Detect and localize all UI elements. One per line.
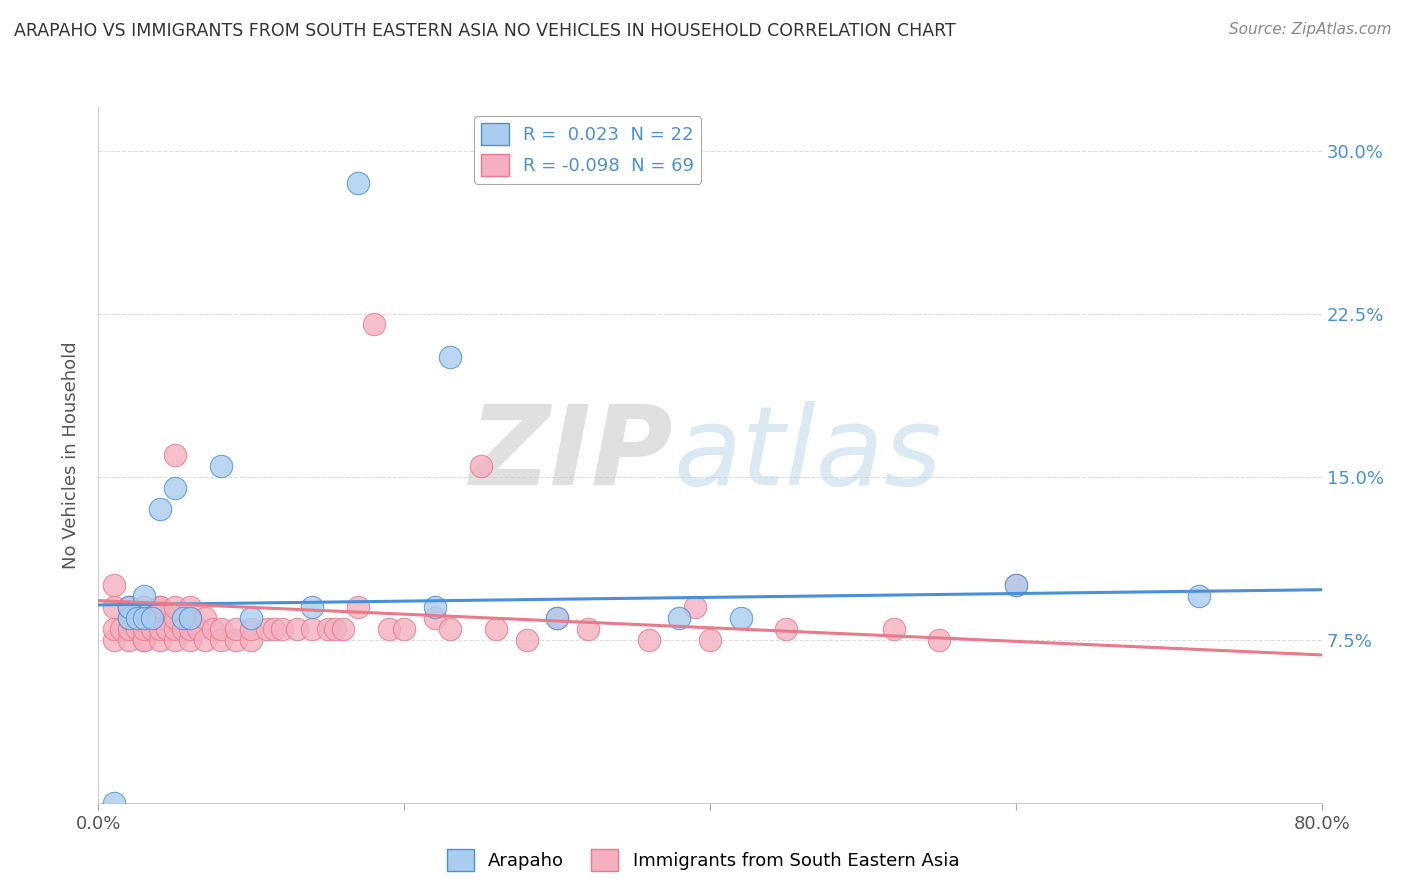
Point	[187, 622, 209, 636]
Point	[103, 632, 125, 647]
Point	[1004, 578, 1026, 592]
Point	[179, 632, 201, 647]
Point	[118, 600, 141, 615]
Point	[103, 578, 125, 592]
Point	[546, 611, 568, 625]
Point	[118, 611, 141, 625]
Point	[285, 622, 308, 636]
Point	[637, 632, 661, 647]
Point	[439, 622, 461, 636]
Point	[149, 622, 172, 636]
Point	[134, 632, 156, 647]
Point	[194, 632, 217, 647]
Point	[141, 611, 163, 625]
Point	[301, 622, 323, 636]
Point	[103, 796, 125, 810]
Point	[149, 502, 172, 516]
Text: atlas: atlas	[673, 401, 942, 508]
Point	[332, 622, 354, 636]
Point	[470, 458, 492, 473]
Point	[423, 600, 446, 615]
Point	[209, 622, 232, 636]
Point	[179, 611, 201, 625]
Point	[110, 622, 132, 636]
Point	[668, 611, 690, 625]
Point	[134, 611, 156, 625]
Point	[256, 622, 278, 636]
Point	[163, 481, 186, 495]
Legend: R =  0.023  N = 22, R = -0.098  N = 69: R = 0.023 N = 22, R = -0.098 N = 69	[474, 116, 702, 184]
Point	[125, 611, 148, 625]
Point	[149, 600, 172, 615]
Point	[423, 611, 446, 625]
Point	[1188, 589, 1211, 603]
Point	[149, 611, 172, 625]
Point	[392, 622, 416, 636]
Point	[125, 622, 148, 636]
Point	[316, 622, 339, 636]
Point	[118, 600, 141, 615]
Point	[225, 622, 247, 636]
Text: Source: ZipAtlas.com: Source: ZipAtlas.com	[1229, 22, 1392, 37]
Point	[301, 600, 323, 615]
Point	[730, 611, 752, 625]
Point	[134, 622, 156, 636]
Point	[103, 600, 125, 615]
Point	[179, 622, 201, 636]
Point	[263, 622, 285, 636]
Point	[163, 448, 186, 462]
Point	[485, 622, 508, 636]
Point	[516, 632, 538, 647]
Point	[546, 611, 568, 625]
Point	[1004, 578, 1026, 592]
Point	[928, 632, 950, 647]
Y-axis label: No Vehicles in Household: No Vehicles in Household	[62, 341, 80, 569]
Point	[439, 350, 461, 364]
Point	[141, 622, 163, 636]
Point	[118, 632, 141, 647]
Point	[347, 176, 370, 190]
Point	[194, 611, 217, 625]
Point	[576, 622, 599, 636]
Text: ARAPAHO VS IMMIGRANTS FROM SOUTH EASTERN ASIA NO VEHICLES IN HOUSEHOLD CORRELATI: ARAPAHO VS IMMIGRANTS FROM SOUTH EASTERN…	[14, 22, 956, 40]
Point	[118, 611, 141, 625]
Point	[225, 632, 247, 647]
Point	[347, 600, 370, 615]
Point	[163, 622, 186, 636]
Point	[202, 622, 225, 636]
Text: ZIP: ZIP	[470, 401, 673, 508]
Point	[699, 632, 721, 647]
Point	[163, 632, 186, 647]
Point	[240, 632, 263, 647]
Point	[378, 622, 401, 636]
Point	[163, 600, 186, 615]
Point	[103, 622, 125, 636]
Point	[163, 611, 186, 625]
Point	[149, 632, 172, 647]
Point	[118, 600, 141, 615]
Point	[209, 458, 232, 473]
Point	[325, 622, 347, 636]
Point	[149, 600, 172, 615]
Point	[179, 611, 201, 625]
Point	[134, 611, 156, 625]
Point	[240, 622, 263, 636]
Legend: Arapaho, Immigrants from South Eastern Asia: Arapaho, Immigrants from South Eastern A…	[440, 842, 966, 879]
Point	[270, 622, 292, 636]
Point	[775, 622, 797, 636]
Point	[118, 622, 141, 636]
Point	[179, 600, 201, 615]
Point	[134, 632, 156, 647]
Point	[883, 622, 905, 636]
Point	[156, 622, 179, 636]
Point	[209, 632, 232, 647]
Point	[172, 622, 194, 636]
Point	[240, 611, 263, 625]
Point	[172, 611, 194, 625]
Point	[683, 600, 706, 615]
Point	[134, 600, 156, 615]
Point	[363, 318, 385, 332]
Point	[134, 589, 156, 603]
